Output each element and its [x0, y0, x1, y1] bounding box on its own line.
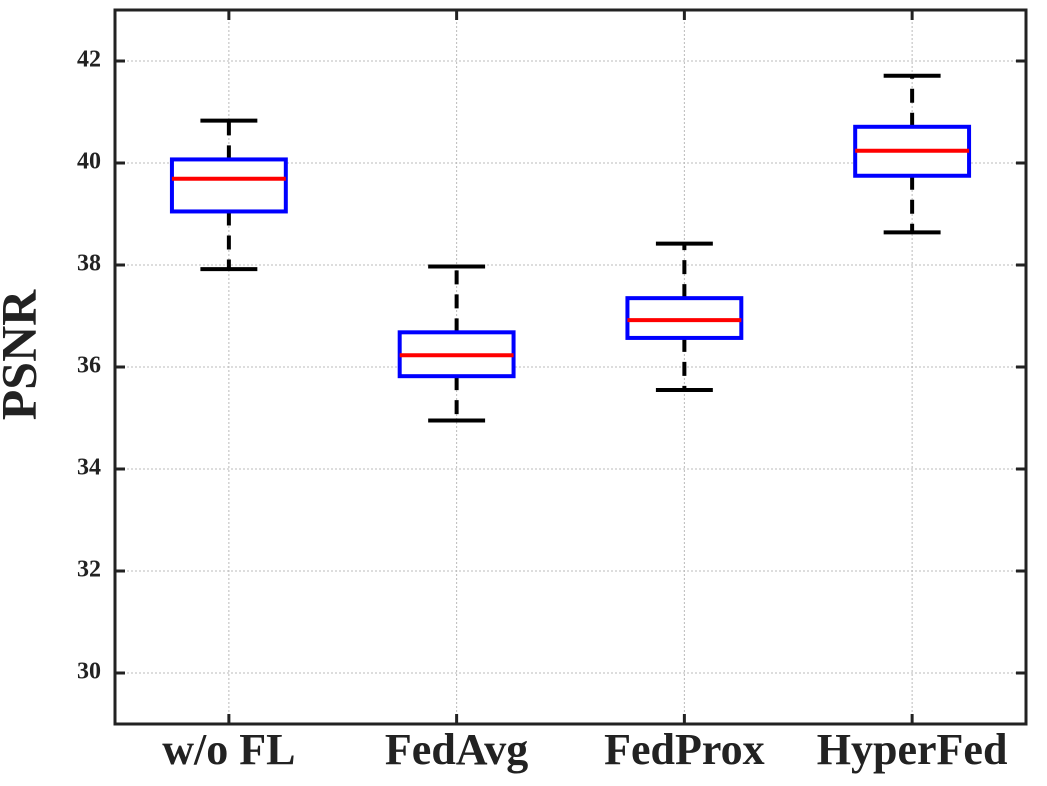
x-tick-label: HyperFed [817, 725, 1008, 774]
x-tick-label: w/o FL [162, 725, 295, 774]
y-tick-label: 40 [77, 149, 101, 175]
y-tick-label: 38 [77, 251, 101, 277]
x-tick-label: FedAvg [385, 725, 528, 774]
y-axis-label: PSNR [0, 289, 46, 420]
plot-frame [113, 8, 1028, 726]
box [169, 157, 288, 214]
y-tick-label: 30 [77, 659, 101, 685]
y-tick-label: 42 [77, 47, 101, 73]
box [625, 296, 744, 340]
y-tick-label: 32 [77, 557, 101, 583]
y-tick-label: 34 [77, 455, 101, 481]
y-tick-label: 36 [77, 353, 101, 379]
x-tick-label: FedProx [604, 725, 765, 774]
